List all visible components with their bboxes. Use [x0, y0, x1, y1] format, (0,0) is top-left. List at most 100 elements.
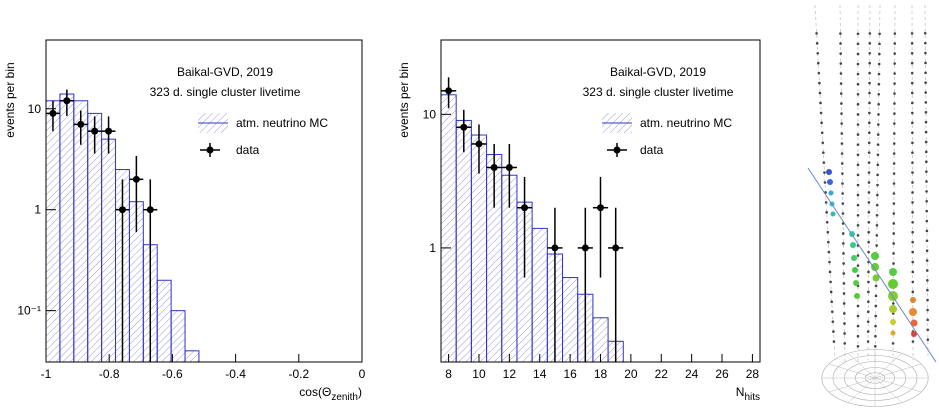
om [843, 332, 846, 335]
om [840, 102, 843, 105]
om [831, 320, 835, 323]
om [828, 260, 831, 264]
hit [826, 169, 832, 175]
om [925, 199, 928, 203]
ground-spoke [874, 363, 921, 379]
x-tick-label: 20 [624, 367, 638, 381]
om [856, 103, 860, 106]
data-point [91, 127, 99, 135]
om [878, 42, 881, 46]
om [911, 270, 915, 274]
om [823, 181, 827, 184]
om [893, 42, 897, 45]
x-tick-label: -0.4 [225, 367, 246, 381]
om [841, 192, 844, 195]
om [867, 230, 871, 234]
om [911, 250, 914, 254]
x-tick-label: 16 [563, 367, 577, 381]
data-point [63, 97, 71, 105]
om [856, 304, 860, 308]
om [842, 302, 846, 305]
ground-spoke [874, 353, 902, 379]
om [832, 340, 836, 343]
om [892, 142, 896, 145]
track [807, 167, 937, 363]
om [842, 242, 845, 245]
om [867, 290, 870, 294]
om [892, 242, 895, 245]
om [856, 314, 860, 318]
om [840, 122, 843, 125]
legend-marker [613, 146, 621, 154]
x-tick-label: 10 [472, 367, 486, 381]
om [926, 288, 929, 292]
om [868, 111, 871, 115]
om [866, 320, 870, 323]
data-point [146, 206, 154, 214]
om [877, 62, 881, 66]
om [892, 192, 896, 195]
data-point [612, 244, 620, 252]
om [925, 180, 928, 183]
om [893, 112, 896, 115]
om [856, 344, 860, 348]
om [893, 122, 896, 125]
hit [871, 252, 879, 260]
hit [854, 293, 860, 299]
om [818, 91, 822, 95]
legend-label: data [236, 143, 260, 157]
om [839, 32, 842, 35]
om [818, 81, 821, 85]
om [911, 131, 914, 135]
om [925, 219, 929, 223]
om [841, 202, 845, 205]
data-point [49, 109, 57, 117]
om [925, 229, 929, 233]
om [892, 232, 896, 235]
om [827, 250, 831, 254]
x-tick-label: -0.2 [288, 367, 309, 381]
om [815, 42, 819, 45]
om [840, 112, 843, 115]
data-point [132, 175, 140, 183]
om [856, 153, 860, 157]
y-tick-label: 10 [28, 102, 42, 116]
om [829, 290, 833, 294]
om [926, 318, 929, 322]
data-point [460, 123, 468, 131]
data-point [551, 244, 559, 252]
om [911, 191, 914, 194]
hit [890, 330, 896, 336]
om [819, 111, 823, 115]
om [856, 82, 860, 86]
om [911, 211, 914, 214]
om [877, 103, 880, 106]
annotation: Baikal-GVD, 2019 [177, 65, 273, 79]
om [877, 82, 881, 86]
x-tick-label: 26 [715, 367, 729, 381]
data-point [505, 163, 513, 171]
om [911, 290, 915, 294]
om [892, 162, 896, 165]
om [843, 312, 846, 315]
histogram-bar [562, 277, 579, 363]
om [924, 101, 928, 104]
om [874, 334, 877, 338]
hit [888, 279, 898, 289]
om [839, 62, 843, 65]
om [892, 302, 895, 305]
om [843, 342, 847, 345]
om [842, 272, 846, 275]
om [868, 71, 871, 75]
om [875, 213, 879, 217]
om [926, 338, 930, 341]
x-axis-label: Nhits [736, 385, 760, 403]
om [819, 101, 822, 105]
om [856, 143, 860, 146]
om [925, 249, 929, 252]
ground-spoke [829, 377, 876, 393]
om [924, 150, 928, 154]
om [867, 220, 871, 224]
om [893, 62, 896, 65]
ground-spoke [848, 353, 876, 379]
